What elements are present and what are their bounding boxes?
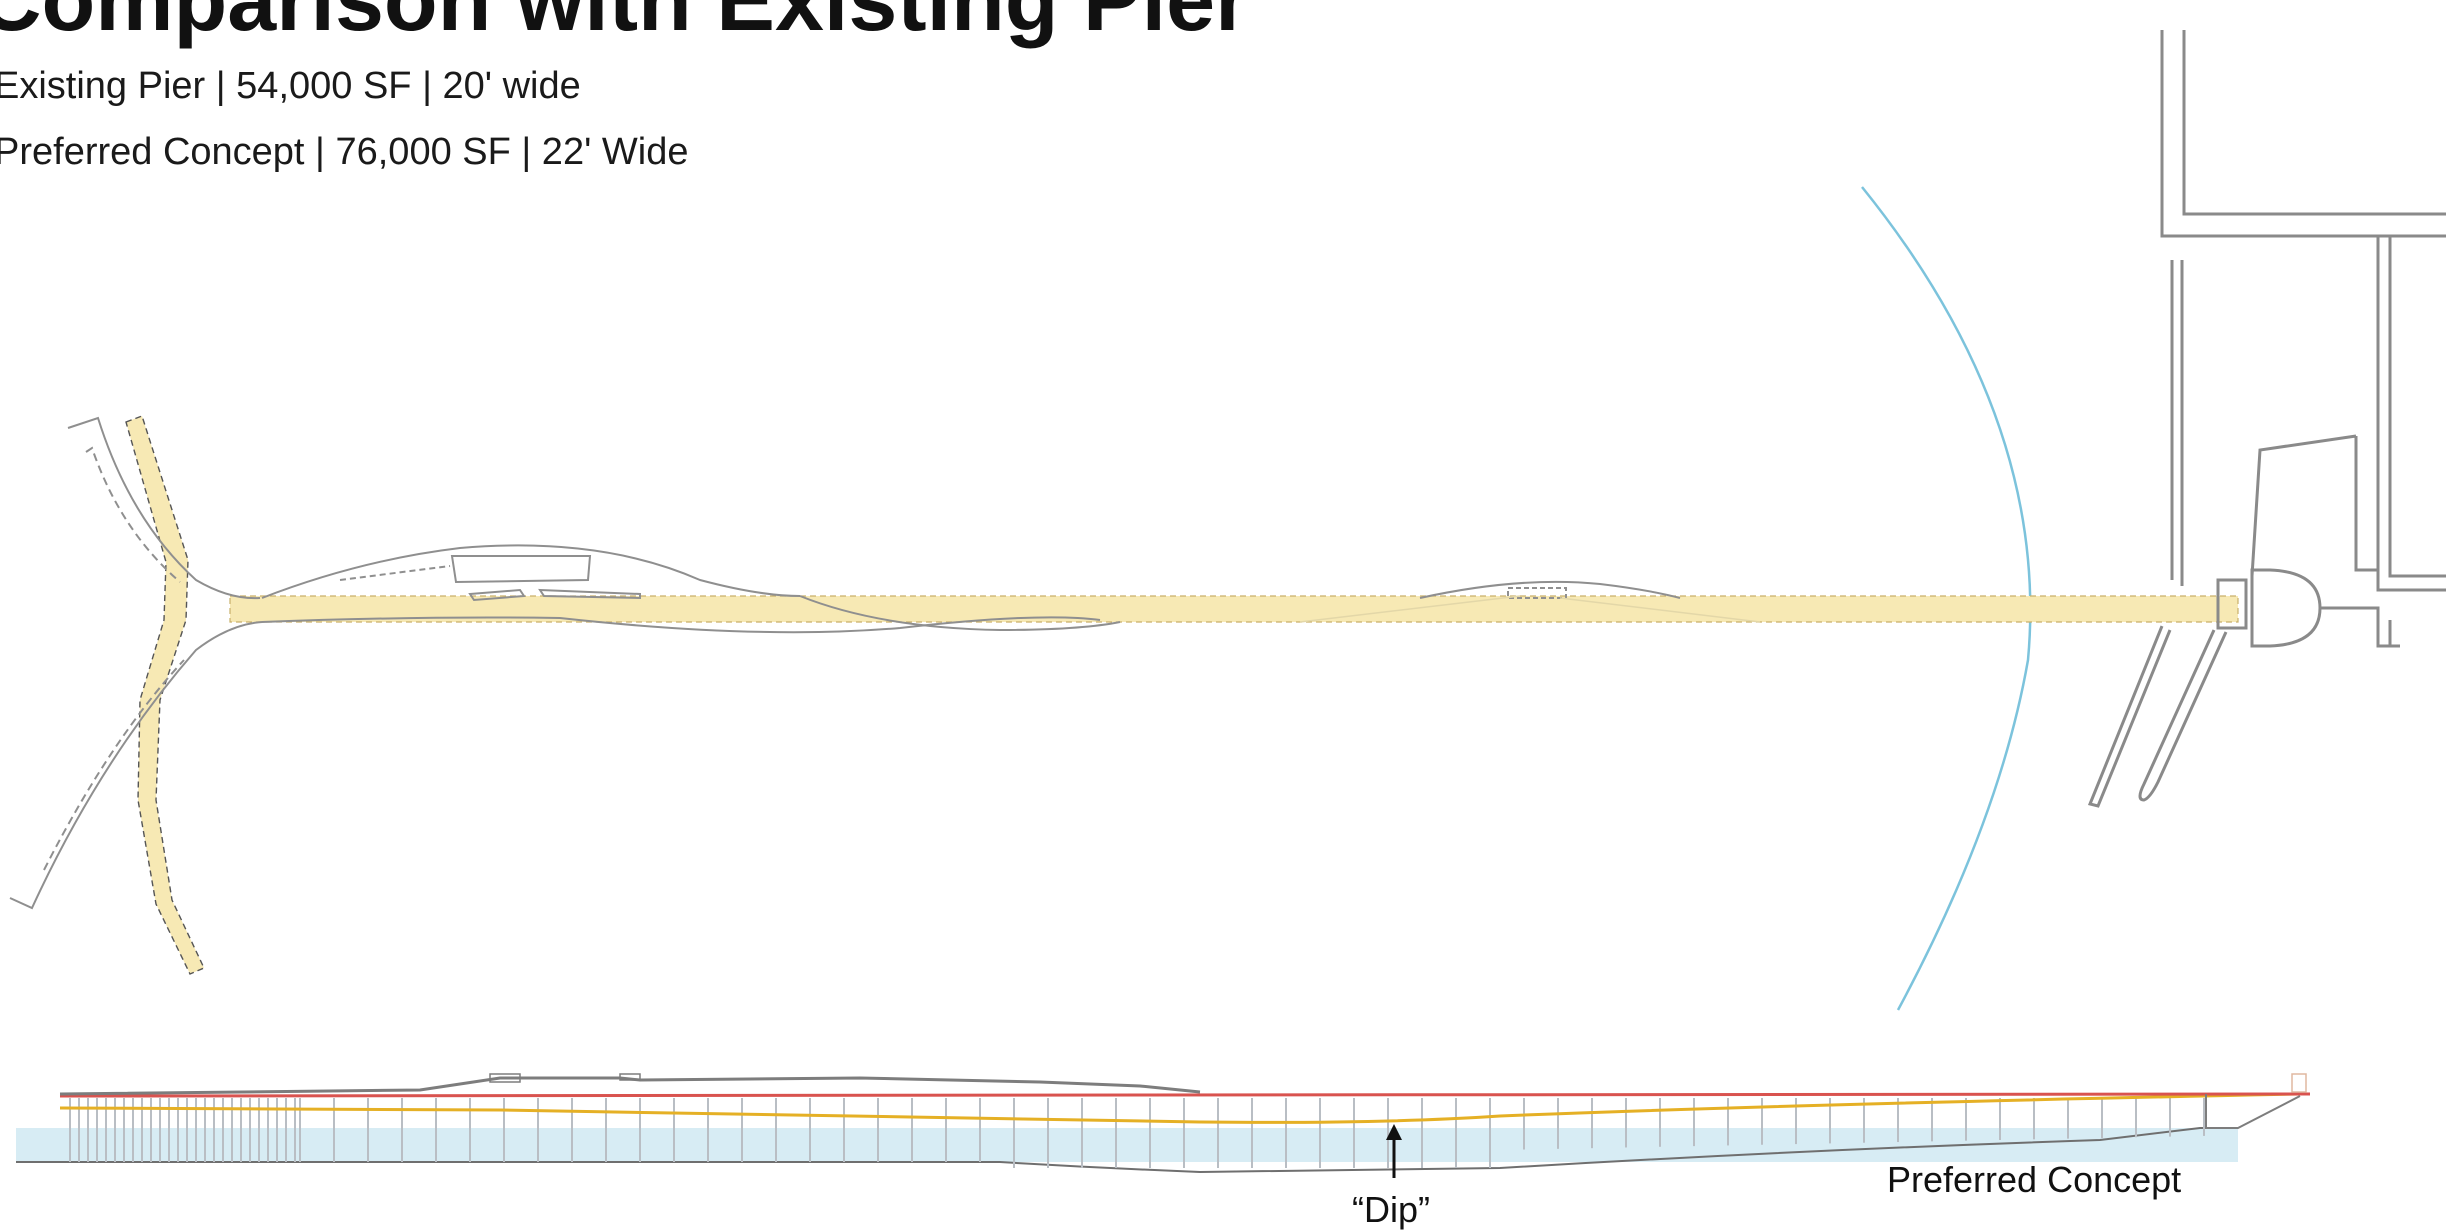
pier-landing-steps [2320,606,2400,648]
existing-pier-walkway [229,595,2239,623]
legend-preferred-concept: Preferred Concept | 76,000 SF | 22' Wide [0,131,689,173]
angled-ramp [2087,625,2228,808]
preferred-concept-outline [9,416,1761,910]
section-water [16,1128,2238,1162]
dip-label: “Dip” [1352,1189,1430,1230]
building-stepped [2250,434,2378,600]
page-title: Comparison with Existing Pier [0,0,1249,46]
building-vertical-wall [2170,260,2184,586]
plan-view [9,30,2446,1011]
concept-wave-south-2 [799,595,1121,632]
building-right-block [2376,236,2446,592]
preferred-concept-label: Preferred Concept [1887,1159,2182,1200]
dip-arrow [1386,1124,1402,1178]
concept-pavilion-north-inner [339,565,451,581]
concept-guide-lines [1299,595,1761,623]
concept-wave-south [261,616,1101,634]
existing-pier [125,415,2239,975]
concept-arm-lower [9,621,263,910]
concept-arm-lower-inner [43,659,185,871]
shore-buildings [2087,30,2446,808]
concept-arm-upper [67,416,261,600]
concept-wave-middle [1419,580,1681,599]
section-seabed [16,1127,2238,1174]
section-bulkhead [2205,1094,2301,1129]
section-deck-line [59,1092,2311,1098]
concept-pavilion-north [450,555,592,584]
section-structure-line [59,1092,2301,1124]
section-canopy-hatch [489,1073,641,1083]
section-terminal-marker [2291,1073,2307,1093]
existing-pier-arm [125,415,205,975]
building-upper [2160,30,2446,238]
section-view [16,1073,2311,1178]
concept-arm-upper-inner [85,446,181,583]
legend-existing-pier: Existing Pier | 54,000 SF | 20' wide [0,65,581,107]
concept-bench-1 [468,588,526,602]
concept-wave-north [261,544,801,599]
concept-bench-2 [538,588,641,600]
shoreline [1861,186,2032,1011]
